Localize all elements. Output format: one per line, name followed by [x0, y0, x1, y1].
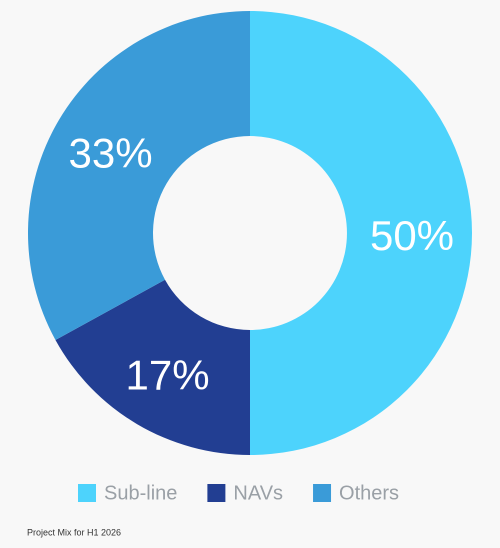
legend: Sub-line NAVs Others — [78, 482, 399, 504]
legend-swatch — [207, 484, 226, 502]
legend-label: Others — [339, 482, 399, 504]
legend-swatch — [313, 484, 332, 502]
slice — [55, 279, 250, 455]
slice — [250, 11, 472, 455]
value-label: 17% — [126, 352, 210, 399]
slice — [27, 11, 251, 340]
donut: 50% 17% 33% — [27, 11, 472, 455]
legend-label: NAVs — [233, 482, 283, 504]
chart-caption: Project Mix for H1 2026 — [27, 527, 121, 537]
value-label: 33% — [69, 130, 153, 177]
legend-swatch — [78, 484, 96, 502]
legend-label: Sub-line — [104, 482, 177, 504]
value-label: 50% — [370, 212, 454, 259]
